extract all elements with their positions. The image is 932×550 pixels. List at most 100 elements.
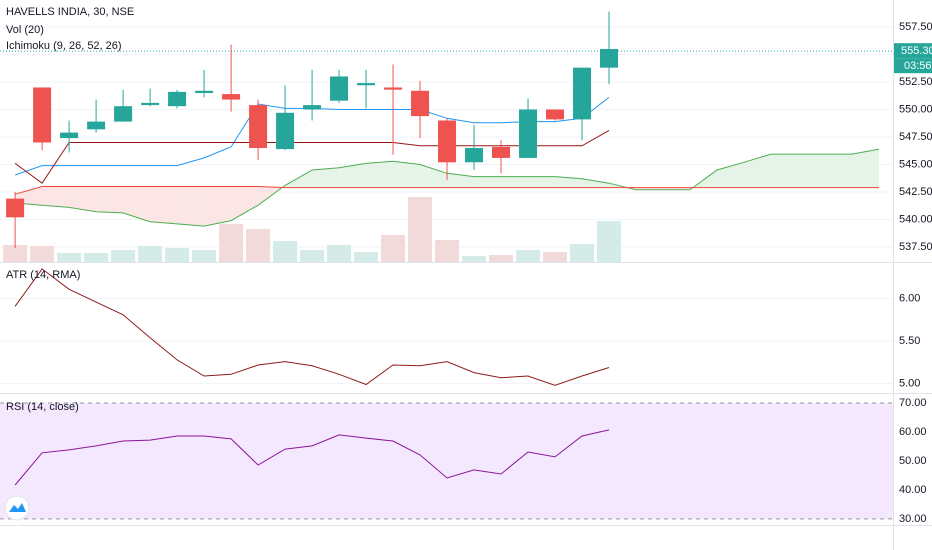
candle-body [87, 121, 106, 130]
ichimoku-cloud [204, 186, 232, 227]
volume-bar [570, 244, 595, 262]
candle-body [438, 120, 457, 163]
candle-body [411, 90, 430, 117]
volume-bar [165, 248, 190, 262]
y-tick-label: 545.00 [899, 158, 932, 170]
candle-body [168, 91, 187, 107]
ichimoku-legend: Ichimoku (9, 26, 52, 26) [6, 40, 122, 52]
volume-bar [30, 246, 55, 262]
y-tick-label: 5.00 [899, 378, 920, 390]
y-tick-label: 547.50 [899, 131, 932, 143]
candle-body [33, 87, 52, 143]
volume-bar [489, 255, 514, 262]
countdown-badge [894, 58, 932, 74]
ichimoku-cloud [393, 161, 421, 188]
ichimoku-cloud [716, 162, 744, 188]
ichimoku-cloud [582, 178, 610, 188]
ichimoku-cloud [231, 186, 259, 221]
ichimoku-cloud [528, 176, 556, 188]
y-tick-label: 550.00 [899, 103, 932, 115]
ichimoku-cloud [636, 187, 664, 190]
marks-layer [0, 11, 893, 520]
ichimoku-cloud [312, 167, 340, 188]
ichimoku-cloud [42, 186, 70, 208]
ichimoku-cloud [420, 164, 448, 188]
ichimoku-line [14, 129, 610, 184]
volume-bar [3, 245, 28, 262]
candle-body [330, 76, 349, 101]
ichimoku-cloud [501, 176, 529, 188]
candle-body [492, 146, 511, 158]
ichimoku-cloud [555, 176, 583, 188]
candle-body [222, 94, 241, 100]
volume-bar [138, 246, 163, 262]
volume-bar [327, 245, 352, 262]
ichimoku-cloud [743, 154, 771, 188]
candle-body [303, 105, 322, 110]
ichimoku-cloud [177, 186, 205, 227]
symbol-title: HAVELLS INDIA, 30, NSE [6, 6, 134, 18]
y-tick-label: 552.50 [899, 76, 932, 88]
ichimoku-cloud [474, 176, 502, 188]
candle-body [114, 106, 133, 122]
candle-body [573, 67, 592, 120]
y-tick-label: 557.50 [899, 21, 932, 33]
candle-body [600, 48, 619, 68]
y-tick-label: 30.00 [899, 513, 927, 525]
candle-body [141, 102, 160, 106]
volume-bar [381, 235, 406, 262]
volume-bar [516, 250, 541, 262]
volume-bar [597, 221, 622, 262]
ichimoku-cloud [366, 161, 394, 188]
atr-legend: ATR (14, RMA) [6, 269, 80, 281]
volume-bar [111, 250, 136, 262]
candle-body [60, 132, 79, 139]
y-tick-label: 537.50 [899, 241, 932, 253]
indicator-line [14, 268, 610, 386]
ichimoku-cloud [824, 154, 852, 188]
ichimoku-cloud [339, 163, 367, 188]
candle-body [276, 112, 295, 150]
ichimoku-cloud [797, 154, 825, 188]
ichimoku-cloud [447, 173, 475, 188]
volume-bar [84, 253, 109, 262]
last-price-label: 555.30 [901, 45, 932, 57]
indicator-line [14, 429, 610, 486]
candle-body [384, 87, 403, 90]
ichimoku-cloud [123, 186, 151, 222]
volume-bar [462, 256, 487, 262]
y-tick-label: 50.00 [899, 455, 927, 467]
candle-body [546, 109, 565, 120]
volume-bar [273, 241, 298, 262]
candle-body [519, 109, 538, 158]
ichimoku-cloud [150, 186, 178, 224]
volume-bar [300, 250, 325, 262]
logo-mark[interactable] [9, 503, 26, 512]
volume-bar [246, 229, 271, 262]
candle-body [6, 198, 25, 218]
candle-body [249, 105, 268, 149]
ichimoku-cloud [663, 187, 690, 190]
y-tick-label: 70.00 [899, 397, 927, 409]
ichimoku-cloud [96, 186, 124, 213]
candle-body [465, 148, 484, 163]
volume-bar [192, 250, 217, 262]
ichimoku-cloud [69, 186, 97, 212]
countdown-label: 03:56 [904, 60, 932, 72]
last-price-badge [894, 43, 932, 59]
candle-body [357, 83, 376, 86]
y-tick-label: 6.00 [899, 293, 920, 305]
volume-bar [408, 197, 433, 262]
logo[interactable] [4, 495, 30, 521]
y-tick-label: 542.50 [899, 186, 932, 198]
volume-bar [354, 252, 379, 262]
ichimoku-cloud [770, 154, 798, 188]
y-tick-label: 40.00 [899, 484, 927, 496]
ichimoku-cloud [851, 149, 879, 188]
y-tick-label: 60.00 [899, 426, 927, 438]
rsi-band [0, 402, 893, 519]
y-tick-label: 5.50 [899, 335, 920, 347]
candle-body [195, 90, 214, 93]
volume-bar [57, 253, 82, 262]
